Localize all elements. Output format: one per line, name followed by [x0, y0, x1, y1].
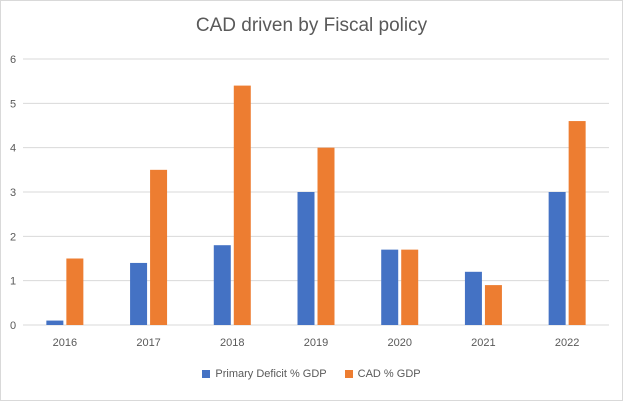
- y-tick-label: 5: [10, 98, 16, 110]
- bar-cad-2016: [66, 258, 84, 325]
- bar-primary-deficit-2017: [130, 262, 148, 325]
- x-tick-label: 2017: [136, 337, 160, 349]
- legend-swatch: [344, 370, 353, 378]
- x-tick-label: 2020: [387, 337, 411, 349]
- legend-item-cad: CAD % GDP: [344, 368, 421, 380]
- y-tick-label: 1: [10, 276, 16, 288]
- x-tick-label: 2019: [304, 337, 328, 349]
- bar-primary-deficit-2020: [381, 249, 399, 325]
- x-tick-label: 2022: [555, 337, 579, 349]
- bar-primary-deficit-2018: [213, 245, 231, 325]
- x-tick-label: 2018: [220, 337, 244, 349]
- y-tick-label: 6: [10, 54, 16, 66]
- bar-primary-deficit-2019: [297, 192, 315, 325]
- legend-swatch: [202, 370, 211, 378]
- legend: Primary Deficit % GDP CAD % GDP: [1, 368, 622, 380]
- y-tick-label: 3: [10, 187, 16, 199]
- legend-label: Primary Deficit % GDP: [215, 368, 327, 380]
- x-tick-label: 2021: [471, 337, 495, 349]
- bar-cad-2019: [317, 147, 335, 325]
- bar-cad-2018: [233, 85, 251, 325]
- bar-cad-2017: [150, 169, 168, 325]
- bar-primary-deficit-2022: [548, 192, 566, 325]
- y-tick-label: 2: [10, 231, 16, 243]
- bar-cad-2020: [401, 249, 419, 325]
- bar-cad-2021: [484, 285, 502, 325]
- bar-primary-deficit-2016: [46, 320, 64, 325]
- y-tick-label: 4: [10, 143, 16, 155]
- bar-primary-deficit-2021: [464, 271, 482, 325]
- y-tick-label: 0: [10, 320, 16, 332]
- legend-label: CAD % GDP: [357, 368, 421, 380]
- x-tick-label: 2016: [53, 337, 77, 349]
- chart-title: CAD driven by Fiscal policy: [195, 15, 428, 36]
- legend-item-primary-deficit: Primary Deficit % GDP: [202, 368, 327, 380]
- bar-cad-2022: [568, 121, 586, 325]
